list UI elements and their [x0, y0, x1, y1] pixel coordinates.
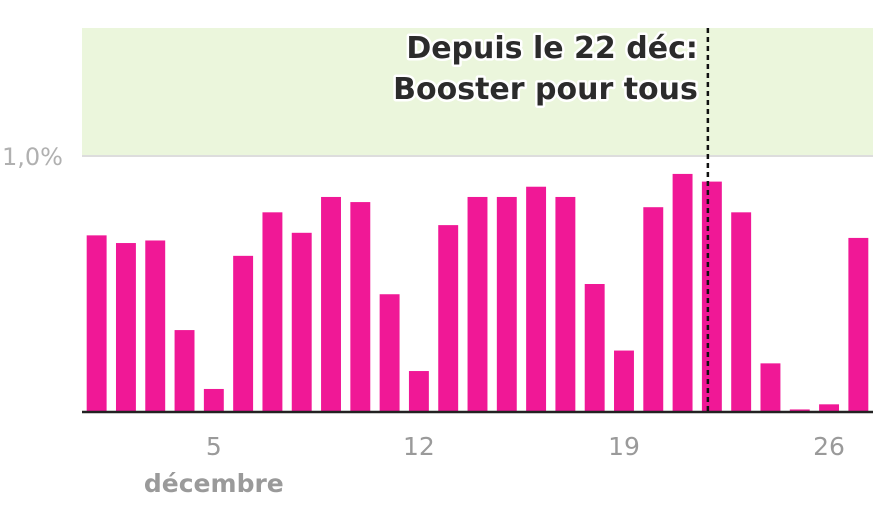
bar — [86, 235, 107, 412]
x-tick-label: 19 — [608, 432, 640, 461]
bar — [789, 409, 810, 412]
annotation-line-2: Booster pour tous — [393, 72, 698, 107]
threshold-band — [82, 28, 873, 156]
bar — [174, 330, 195, 412]
bar — [467, 196, 488, 412]
bar — [291, 232, 312, 412]
bars-group — [86, 173, 869, 412]
bar — [379, 294, 400, 412]
bar — [555, 196, 576, 412]
x-tick-label: 26 — [813, 432, 845, 461]
bar — [321, 196, 341, 412]
bar — [203, 388, 224, 412]
x-tick-labels: 5 12 19 26 — [206, 432, 845, 461]
bar — [672, 173, 693, 412]
bar — [350, 202, 371, 412]
y-tick-label: 1,0% — [2, 143, 63, 171]
bar — [760, 363, 781, 412]
bar — [233, 255, 254, 412]
bar — [438, 225, 459, 412]
bar — [145, 240, 166, 412]
bar — [584, 284, 605, 412]
bar — [408, 371, 429, 412]
bar — [496, 196, 517, 412]
x-tick-label: 5 — [206, 432, 222, 461]
annotation-line-1: Depuis le 22 déc: — [406, 31, 698, 66]
bar — [643, 207, 664, 412]
bar — [701, 181, 722, 412]
bar — [614, 350, 634, 412]
bar — [731, 212, 752, 412]
bar — [848, 237, 869, 412]
month-label: décembre — [144, 469, 284, 498]
bar — [819, 404, 840, 412]
x-tick-label: 12 — [403, 432, 435, 461]
bar — [526, 186, 547, 412]
bar — [262, 212, 283, 412]
bar — [115, 243, 136, 412]
